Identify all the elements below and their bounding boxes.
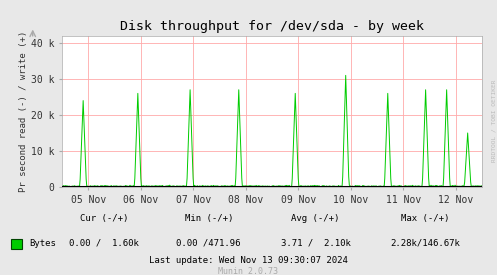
Y-axis label: Pr second read (-) / write (+): Pr second read (-) / write (+) (19, 31, 28, 192)
Title: Disk throughput for /dev/sda - by week: Disk throughput for /dev/sda - by week (120, 20, 424, 33)
Text: 3.71 /  2.10k: 3.71 / 2.10k (281, 239, 350, 248)
Bar (11, 239, 22, 249)
Text: Munin 2.0.73: Munin 2.0.73 (219, 267, 278, 275)
Text: Min (-/+): Min (-/+) (184, 214, 233, 223)
Text: Avg (-/+): Avg (-/+) (291, 214, 340, 223)
Text: Cur (-/+): Cur (-/+) (80, 214, 129, 223)
Text: Bytes: Bytes (29, 239, 56, 248)
Text: RRDTOOL / TOBI OETIKER: RRDTOOL / TOBI OETIKER (491, 80, 496, 162)
Text: 2.28k/146.67k: 2.28k/146.67k (390, 239, 460, 248)
Text: Max (-/+): Max (-/+) (401, 214, 449, 223)
Text: Last update: Wed Nov 13 09:30:07 2024: Last update: Wed Nov 13 09:30:07 2024 (149, 256, 348, 265)
Text: 0.00 /  1.60k: 0.00 / 1.60k (70, 239, 139, 248)
Text: 0.00 /471.96: 0.00 /471.96 (176, 239, 241, 248)
